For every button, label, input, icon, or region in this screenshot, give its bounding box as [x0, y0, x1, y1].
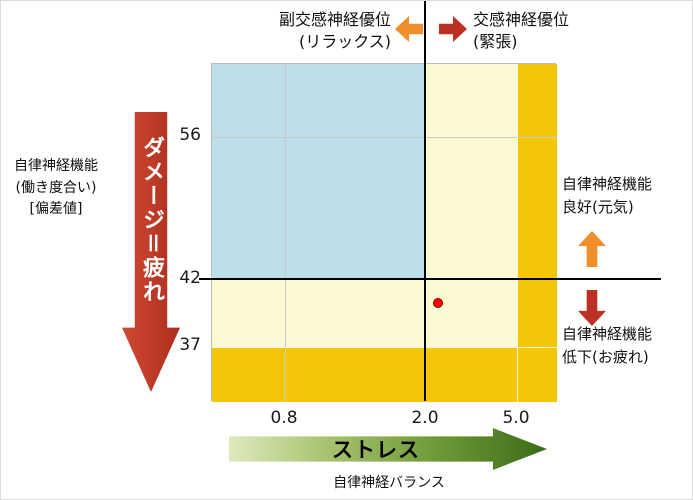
y-tick-37: 37: [179, 335, 201, 355]
sympathetic-label-line1: 交感神経優位: [473, 10, 570, 29]
sympathetic-label: 交感神経優位 (緊張): [473, 9, 653, 54]
y-axis-title-line3: [偏差値]: [29, 201, 83, 218]
y-tick-42: 42: [179, 268, 201, 288]
plot-area: [211, 63, 557, 402]
gridline-y-56: [212, 137, 557, 138]
y-tick-56: 56: [179, 125, 201, 145]
x-axis-caption: 自律神経バランス: [333, 475, 445, 491]
gridline-x-0p8: [285, 64, 286, 402]
x-tick-5p0: 5.0: [502, 408, 530, 428]
parasympathetic-label: 副交感神経優位 (リラックス): [221, 9, 391, 54]
gridline-x-5p0: [517, 64, 518, 402]
right-arrow-icon: [439, 16, 467, 42]
function-good-label: 自律神経機能 良好(元気): [562, 173, 692, 218]
sympathetic-label-line2: (緊張): [473, 32, 518, 52]
damage-arrow-label: ダメージ＝疲れ: [139, 135, 164, 304]
region-high-stress-gold: [517, 64, 557, 402]
x-tick-0p8: 0.8: [270, 408, 298, 428]
parasympathetic-label-line1: 副交感神経優位: [278, 10, 391, 29]
data-point-marker: [433, 298, 443, 308]
function-low-line1: 自律神経機能: [562, 325, 653, 343]
stress-arrow-label: ストレス: [332, 438, 420, 462]
function-good-line2: 良好(元気): [562, 197, 634, 216]
parasympathetic-label-line2: (リラックス): [298, 32, 391, 52]
gridline-y-37: [212, 347, 557, 348]
y-axis-title: 自律神経機能 (働き度合い) [偏差値]: [1, 156, 111, 221]
y-axis-title-line2: (働き度合い): [15, 179, 97, 196]
y-axis-title-line1: 自律神経機能: [14, 158, 98, 174]
function-low-label: 自律神経機能 低下(お疲れ): [562, 323, 692, 368]
stress-right-arrow: ストレス: [229, 428, 547, 470]
function-good-line1: 自律神経機能: [562, 175, 653, 193]
up-arrow-icon: [578, 231, 606, 267]
region-low-function-gold: [212, 347, 517, 402]
down-arrow-icon: [578, 290, 606, 326]
reference-line-y-42: [199, 278, 661, 280]
region-good-blue: [212, 64, 426, 280]
function-low-line2: 低下(お疲れ): [562, 347, 649, 366]
x-tick-2p0: 2.0: [411, 408, 439, 428]
reference-line-x-2: [424, 1, 426, 401]
left-arrow-icon: [395, 16, 423, 42]
